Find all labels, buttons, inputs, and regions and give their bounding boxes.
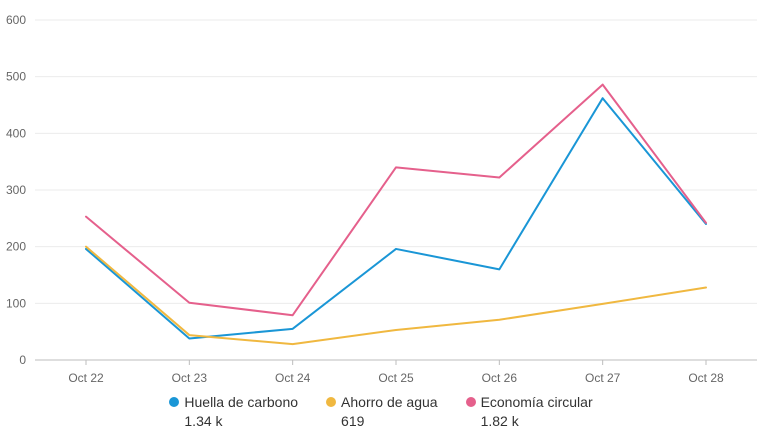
legend-item-huella[interactable]: Huella de carbono 1.34 k bbox=[169, 394, 298, 429]
y-tick-label: 100 bbox=[6, 296, 26, 310]
legend-total: 1.82 k bbox=[480, 413, 519, 429]
x-axis: Oct 22 Oct 23 Oct 24 Oct 25 Oct 26 Oct 27 Oct … bbox=[35, 359, 757, 385]
y-tick-label: 400 bbox=[6, 126, 26, 140]
y-tick-label: 0 bbox=[19, 353, 26, 367]
series-line-1[interactable] bbox=[85, 245, 707, 346]
x-tick-label: Oct 25 bbox=[378, 371, 414, 385]
legend-dot-icon bbox=[326, 397, 337, 407]
y-tick-label: 600 bbox=[6, 13, 26, 27]
x-tick-label: Oct 28 bbox=[688, 371, 724, 385]
legend-item-economia[interactable]: Economía circular 1.82 k bbox=[465, 394, 593, 429]
y-axis-ticks: 0 100 200 300 400 500 600 bbox=[6, 13, 26, 367]
legend-item-ahorro[interactable]: Ahorro de agua 619 bbox=[326, 394, 438, 429]
gridlines bbox=[35, 19, 757, 304]
y-tick-label: 300 bbox=[6, 183, 26, 197]
legend-label: Ahorro de agua bbox=[341, 394, 438, 410]
x-tick-label: Oct 23 bbox=[172, 371, 208, 385]
x-tick-label: Oct 22 bbox=[68, 371, 104, 385]
legend-total: 619 bbox=[341, 413, 365, 429]
legend-total: 1.34 k bbox=[184, 413, 223, 429]
series-line-0[interactable] bbox=[85, 97, 707, 340]
legend-label: Huella de carbono bbox=[184, 394, 299, 410]
legend-dot-icon bbox=[169, 397, 180, 407]
x-tick-label: Oct 24 bbox=[275, 371, 311, 385]
series-line-2[interactable] bbox=[85, 83, 707, 317]
y-tick-label: 500 bbox=[6, 70, 26, 84]
legend: Huella de carbono 1.34 k Ahorro de agua … bbox=[0, 394, 762, 429]
y-tick-label: 200 bbox=[6, 240, 26, 254]
legend-label: Economía circular bbox=[480, 394, 593, 410]
series-lines bbox=[85, 83, 707, 346]
legend-dot-icon bbox=[465, 397, 476, 407]
x-tick-label: Oct 27 bbox=[585, 371, 621, 385]
x-tick-label: Oct 26 bbox=[482, 371, 518, 385]
